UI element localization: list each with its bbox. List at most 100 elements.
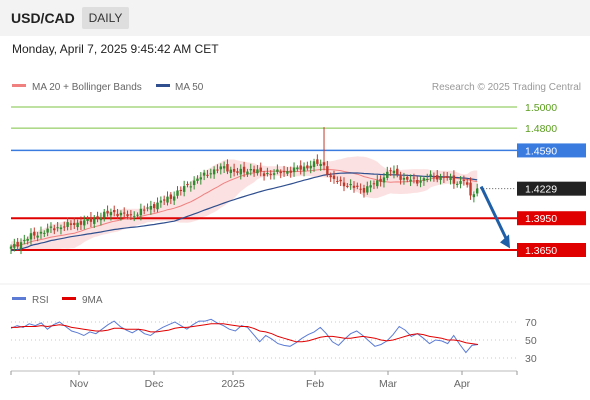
timeframe-label[interactable]: DAILY xyxy=(89,11,123,25)
candle-body xyxy=(376,180,379,187)
candle-body xyxy=(63,226,66,228)
candle-body xyxy=(212,169,216,175)
candle-body xyxy=(56,227,59,229)
rsi-ma-line xyxy=(11,323,479,345)
level-label: 1.3950 xyxy=(525,213,557,225)
candle-body xyxy=(169,194,173,199)
level-label: 1.4800 xyxy=(525,123,557,135)
candle-body xyxy=(226,164,229,172)
candle-body xyxy=(476,188,479,194)
datetime-label: Monday, April 7, 2025 9:45:42 AM CET xyxy=(12,42,219,56)
candle-body xyxy=(292,167,296,173)
candle-body xyxy=(322,162,326,166)
ma50-legend-swatch xyxy=(156,84,170,87)
candle-body xyxy=(272,173,276,175)
candle-body xyxy=(246,171,249,175)
level-label-bg xyxy=(517,211,586,226)
candle-body xyxy=(196,178,199,181)
candle-body xyxy=(469,182,472,196)
candle-body xyxy=(432,176,436,178)
timeframe-badge[interactable] xyxy=(82,7,129,29)
candle-body xyxy=(116,213,119,217)
candle-body xyxy=(332,175,336,179)
candle-body xyxy=(36,235,39,238)
candle-body xyxy=(166,196,169,203)
candle-body xyxy=(316,159,319,164)
candle-body xyxy=(86,218,89,221)
candle-body xyxy=(276,169,279,172)
level-label-bg xyxy=(517,181,586,196)
candle-body xyxy=(172,196,176,201)
candle-body xyxy=(336,180,339,182)
forecast-arrow-head xyxy=(500,234,510,249)
candle-body xyxy=(73,222,76,225)
candle-body xyxy=(99,217,103,221)
candle-body xyxy=(422,178,426,181)
candle-body xyxy=(472,194,476,198)
candle-body xyxy=(26,238,29,241)
candle-body xyxy=(156,202,159,210)
candle-body xyxy=(96,216,99,219)
candle-body xyxy=(206,174,209,176)
candle-body xyxy=(366,186,369,193)
candle-body xyxy=(83,220,86,226)
forecast-arrow-shaft xyxy=(479,185,509,242)
x-tick-label: Mar xyxy=(379,378,398,390)
candle-body xyxy=(59,227,63,230)
candle-body xyxy=(392,170,396,174)
candle-body xyxy=(466,182,469,185)
candle-body xyxy=(136,214,139,216)
candle-body xyxy=(372,183,376,185)
level-label-bg xyxy=(517,143,586,158)
candle-body xyxy=(286,171,289,174)
x-tick-label: Dec xyxy=(145,378,164,390)
candle-body xyxy=(146,207,149,209)
candle-body xyxy=(419,181,422,183)
candle-body xyxy=(176,190,179,196)
candle-body xyxy=(216,169,219,171)
candle-body xyxy=(339,179,342,182)
candle-body xyxy=(139,208,143,216)
candle-body xyxy=(39,231,43,234)
candle-body xyxy=(89,217,93,222)
candle-body xyxy=(109,212,113,216)
candle-body xyxy=(359,188,362,190)
candle-body xyxy=(252,169,256,173)
candle-body xyxy=(179,190,183,192)
level-labels: 1.5000 1.4800 1.4590 1.4229 1.3950 1.3650 xyxy=(517,102,586,257)
candle-body xyxy=(103,211,106,218)
candle-body xyxy=(93,218,96,224)
candle-body xyxy=(429,174,432,177)
candle-body xyxy=(219,166,222,170)
candle-body xyxy=(462,179,466,181)
candle-body xyxy=(446,176,449,178)
candle-body xyxy=(49,226,53,228)
ma50-line xyxy=(10,172,478,252)
candle-body xyxy=(209,173,212,175)
candle-body xyxy=(53,228,56,231)
candle-body xyxy=(199,177,203,180)
candle-body xyxy=(19,242,23,249)
candle-body xyxy=(76,222,79,228)
rsi-tick-label: 50 xyxy=(525,335,537,347)
candle-body xyxy=(256,169,259,174)
candle-body xyxy=(232,169,236,172)
candle-body xyxy=(16,242,19,247)
candle-body xyxy=(309,165,312,169)
candle-body xyxy=(159,200,163,203)
ma9-legend-swatch xyxy=(62,297,76,300)
candle-body xyxy=(312,161,316,167)
candle-body xyxy=(412,177,416,179)
candle-body xyxy=(79,221,83,225)
candle-body xyxy=(46,228,49,233)
candle-body xyxy=(396,168,399,175)
candle-body xyxy=(426,178,429,180)
candle-body xyxy=(119,212,123,216)
candle-body xyxy=(202,172,206,176)
candle-body xyxy=(319,163,322,166)
candle-body xyxy=(406,176,409,180)
level-label: 1.3650 xyxy=(525,245,557,257)
candle-body xyxy=(239,168,242,175)
candle-body xyxy=(349,184,352,186)
level-label: 1.4229 xyxy=(525,184,557,196)
